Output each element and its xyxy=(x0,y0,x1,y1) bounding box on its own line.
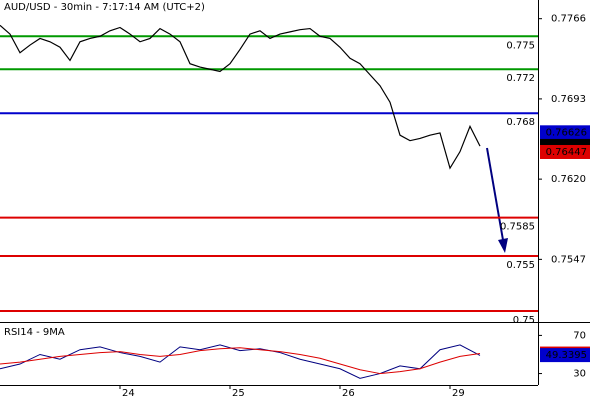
chart-title: AUD/USD - 30min - 7:17:14 AM (UTC+2) xyxy=(4,2,205,13)
x-tick-label: 24 xyxy=(122,388,135,399)
y-tick-label: 0.7693 xyxy=(551,94,586,105)
level-label: 0.775 xyxy=(506,40,535,51)
price-line xyxy=(0,24,481,170)
level-label: 0.772 xyxy=(506,73,535,84)
y-tick-label: 0.7766 xyxy=(551,14,586,25)
price-tag-label: 49.3395 xyxy=(546,350,587,361)
price-tag-label: 0.76626 xyxy=(546,127,587,138)
arrow-head xyxy=(498,238,508,253)
x-tick-label: 25 xyxy=(232,388,245,399)
rsi-title: RSI14 - 9MA xyxy=(4,327,65,338)
arrow-shaft xyxy=(486,147,504,241)
y-tick-label: 0.7547 xyxy=(551,254,586,265)
rsi-tick-label: 30 xyxy=(573,369,586,380)
level-label: 0.7585 xyxy=(500,222,535,233)
rsi-line xyxy=(0,347,481,375)
rsi-tick-label: 70 xyxy=(573,330,586,341)
x-tick-label: 26 xyxy=(342,388,355,399)
level-label: 0.755 xyxy=(506,260,535,271)
rsi-line xyxy=(0,344,481,379)
price-tag xyxy=(540,125,590,140)
price-tag-label: 0.76447 xyxy=(546,147,587,158)
x-tick-label: 29 xyxy=(452,388,465,399)
level-label: 0.75 xyxy=(513,315,535,326)
price-tag xyxy=(540,144,590,159)
forecast-arrow xyxy=(486,147,508,253)
y-tick-label: 0.7620 xyxy=(551,174,586,185)
price-tag xyxy=(540,348,590,363)
level-label: 0.768 xyxy=(506,117,535,128)
